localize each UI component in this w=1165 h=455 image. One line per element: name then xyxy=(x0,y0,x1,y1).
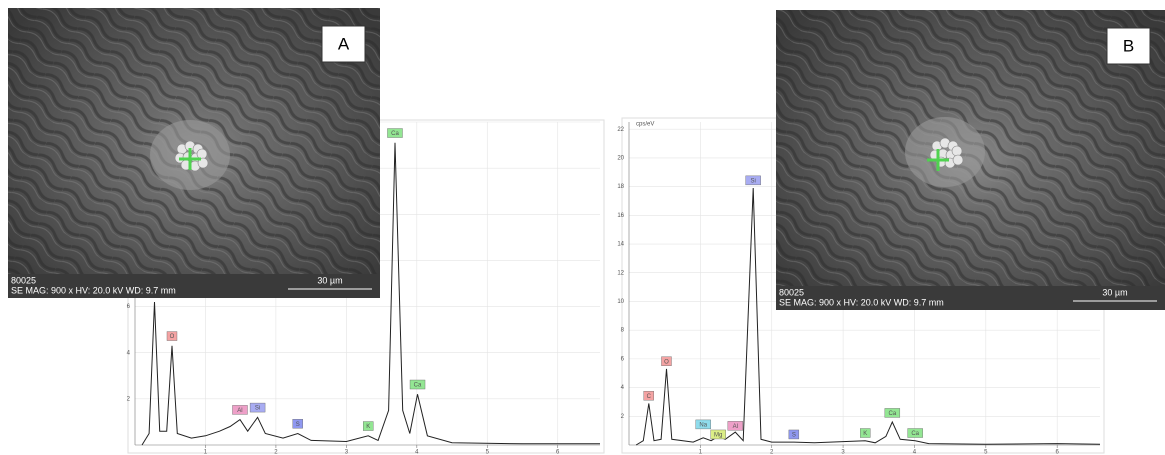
x-tick-label: 3 xyxy=(841,450,845,455)
y-tick-label: 10 xyxy=(617,299,624,305)
y-tick-label: 18 xyxy=(617,184,624,190)
element-label-box xyxy=(745,175,761,186)
sem-info: SE MAG: 900 x HV: 20.0 kV WD: 9.7 mm xyxy=(11,285,176,295)
y-tick-label: 20 xyxy=(617,155,624,161)
element-label: Mg xyxy=(714,433,722,439)
y-tick-label: 4 xyxy=(127,350,131,356)
y-tick-label: 16 xyxy=(617,213,624,219)
y-tick-label: 12 xyxy=(617,270,624,276)
panel-label-box xyxy=(1106,27,1151,65)
element-label: S xyxy=(792,433,796,439)
x-tick-label: 2 xyxy=(274,450,278,455)
element-label-box xyxy=(387,128,403,138)
y-tick-label: 14 xyxy=(617,242,624,248)
element-label: Ca xyxy=(391,131,399,137)
y-tick-label: 6 xyxy=(127,304,131,310)
x-tick-label: 5 xyxy=(486,450,490,455)
element-label: K xyxy=(366,424,370,430)
element-label-box xyxy=(788,429,800,440)
element-label: Al xyxy=(237,408,242,414)
element-label: Si xyxy=(255,406,260,412)
element-label: K xyxy=(863,431,867,437)
sem-particle xyxy=(951,145,963,157)
x-tick-label: 3 xyxy=(345,450,349,455)
x-tick-label: 1 xyxy=(699,450,703,455)
spectrum-line xyxy=(141,142,600,446)
element-label-box xyxy=(695,419,711,430)
element-label-box xyxy=(249,402,266,413)
element-label-box xyxy=(232,405,248,415)
element-label: Na xyxy=(699,422,707,428)
x-tick-label: 4 xyxy=(913,450,917,455)
y-axis-label: cps/eV xyxy=(636,122,654,128)
element-label: Si xyxy=(751,178,756,184)
scale-label: 30 µm xyxy=(1102,287,1127,297)
panel-label: B xyxy=(1123,36,1134,55)
element-label-box xyxy=(710,429,726,440)
scale-label: 30 µm xyxy=(317,275,342,285)
sample-id: 80025 xyxy=(11,275,36,285)
element-label-box xyxy=(292,419,303,429)
element-label-box xyxy=(363,421,374,431)
analysis-point xyxy=(927,149,949,171)
element-label-box xyxy=(643,390,654,401)
element-label-box xyxy=(907,428,923,438)
y-tick-label: 2 xyxy=(127,396,131,402)
analysis-point xyxy=(179,148,201,170)
element-label-box xyxy=(884,408,901,418)
element-label: O xyxy=(170,334,175,340)
x-tick-label: 1 xyxy=(204,450,208,455)
element-label: Ca xyxy=(888,411,896,417)
x-tick-label: 2 xyxy=(770,450,774,455)
y-tick-label: 8 xyxy=(621,328,625,334)
sem-info: SE MAG: 900 x HV: 20.0 kV WD: 9.7 mm xyxy=(779,297,944,307)
x-tick-label: 5 xyxy=(984,450,988,455)
element-label: O xyxy=(664,359,669,365)
x-tick-label: 4 xyxy=(415,450,419,455)
element-label-box xyxy=(860,428,871,438)
element-label: C xyxy=(647,394,652,400)
info-bar xyxy=(776,286,1165,310)
sample-id: 80025 xyxy=(779,287,804,297)
y-tick-label: 4 xyxy=(621,385,625,391)
element-label-box xyxy=(661,356,672,366)
x-tick-label: 6 xyxy=(556,450,560,455)
info-bar xyxy=(8,274,380,298)
sem-particle xyxy=(952,154,964,166)
y-tick-label: 22 xyxy=(617,127,624,133)
x-tick-label: 6 xyxy=(1056,450,1060,455)
y-tick-label: 6 xyxy=(621,356,625,362)
element-label: S xyxy=(296,422,300,428)
element-label-box xyxy=(166,331,178,341)
element-label-box xyxy=(409,379,426,390)
spectrum-line xyxy=(635,187,1101,446)
element-label: Ca xyxy=(414,383,422,389)
panel-label-box xyxy=(321,25,366,63)
y-tick-label: 2 xyxy=(621,414,625,420)
element-label: Al xyxy=(733,424,738,430)
element-label-box xyxy=(727,421,744,431)
element-label: Ca xyxy=(911,431,919,437)
panel-label: A xyxy=(338,34,350,53)
